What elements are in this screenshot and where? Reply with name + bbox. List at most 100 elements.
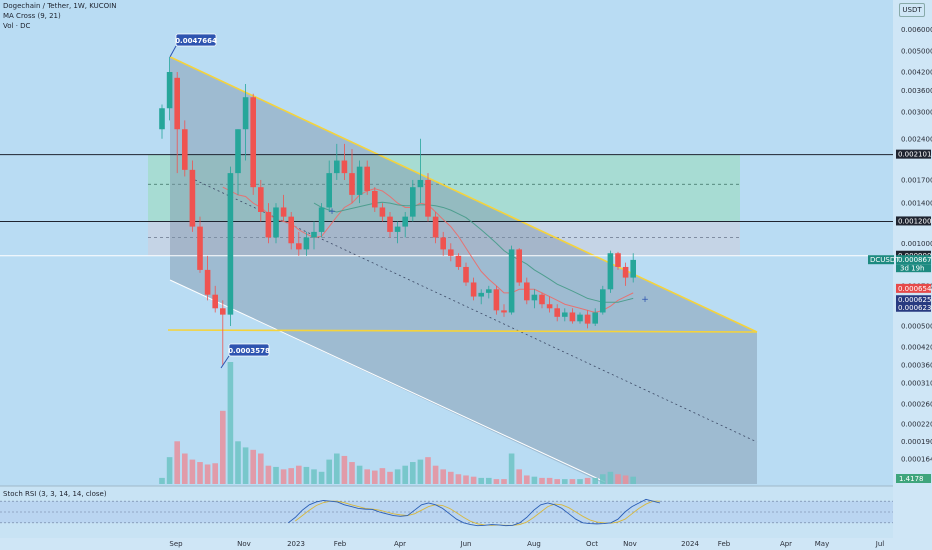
- price-tag: [896, 302, 931, 312]
- price-axis-bg: [893, 0, 932, 550]
- volume-bar: [356, 465, 363, 484]
- candle-body: [577, 314, 583, 322]
- time-tick-label: Sep: [169, 540, 183, 548]
- volume-bar: [402, 465, 408, 484]
- candle-body: [478, 292, 484, 297]
- callout-high-label: 0.0047664: [175, 37, 217, 45]
- legend-ma-cross[interactable]: MA Cross (9, 21): [3, 12, 61, 20]
- volume-bar: [250, 449, 256, 484]
- volume-bar: [630, 476, 636, 484]
- price-tag: [896, 295, 931, 305]
- callout-low-pointer: [220, 355, 230, 369]
- price-tick-label: 0.0004200: [901, 343, 932, 351]
- volume-bar: [470, 476, 477, 484]
- volume-bar: [562, 479, 568, 484]
- time-tick-label: 2023: [287, 540, 305, 548]
- candle-body: [516, 249, 522, 283]
- stoch-layer: 80.0050.0020.000.0083.9980.70: [0, 485, 932, 538]
- volume-bar: [235, 441, 241, 484]
- legend-volume[interactable]: Vol · DC: [3, 22, 31, 30]
- volume-bar: [569, 479, 576, 484]
- volume-bar: [341, 455, 348, 484]
- price-tag: [896, 216, 931, 226]
- price-tag-label: 0.0006545: [898, 285, 932, 293]
- candle-body: [258, 187, 264, 212]
- candle-body: [235, 129, 241, 174]
- candle-body: [379, 207, 386, 217]
- volume-bar: [493, 479, 500, 484]
- volume-bar: [166, 457, 173, 484]
- candle-body: [204, 269, 211, 295]
- price-tick-label: 0.0003600: [901, 362, 932, 370]
- volume-bar: [273, 466, 279, 484]
- legend-title: Dogechain / Tether, 1W, KUCOIN: [3, 2, 117, 10]
- candle-body: [159, 108, 165, 130]
- volume-bar: [455, 474, 462, 484]
- candle-body: [463, 266, 469, 283]
- candle-body: [592, 312, 598, 324]
- candle-body: [341, 160, 348, 174]
- price-tick-label: 0.0001900: [901, 438, 932, 446]
- volume-bar: [531, 476, 538, 484]
- price-tick-label: 0.0060000: [901, 26, 932, 34]
- callout-low-label: 0.0003578: [228, 347, 270, 355]
- candle-body: [364, 166, 370, 191]
- volume-bar: [258, 453, 264, 484]
- candle-body: [600, 289, 606, 313]
- candle-body: [455, 255, 462, 267]
- price-tag-label: 0.0012007: [898, 217, 932, 225]
- callout-high-box: [175, 33, 217, 47]
- candle-body: [562, 312, 568, 317]
- volume-bar: [189, 459, 196, 484]
- candle-body: [501, 310, 507, 313]
- candle-body: [630, 259, 636, 278]
- candle-body: [288, 216, 294, 244]
- candle-body: [508, 249, 515, 313]
- volume-layer: [159, 362, 636, 484]
- volume-bar: [197, 462, 203, 484]
- ma-cross-marker: +: [328, 207, 336, 217]
- volume-bar: [478, 477, 484, 484]
- legend-stoch-rsi[interactable]: Stoch RSI (3, 3, 14, 14, close): [3, 490, 107, 498]
- volume-bar: [394, 469, 401, 484]
- currency-badge[interactable]: USDT: [899, 3, 925, 17]
- price-tag-countdown: [896, 264, 931, 273]
- candle-body: [273, 207, 279, 238]
- volume-bar: [486, 477, 492, 484]
- volume-bar: [318, 471, 325, 484]
- time-axis[interactable]: Sep Nov 2023 Feb Apr Jun Aug Oct Nov 2024 Feb Apr Ma…: [0, 538, 932, 550]
- candle-body: [569, 312, 576, 322]
- volume-bar: [440, 469, 446, 484]
- price-tick-label: 0.0005000: [901, 323, 932, 331]
- candle-body: [212, 294, 218, 309]
- price-axis[interactable]: 0.0060000 0.0050000 0.0042000 0.0036000 0.00…: [868, 0, 932, 550]
- price-tag-label: 0.0006230: [898, 304, 932, 312]
- volume-bar: [349, 462, 355, 484]
- candle-body: [584, 314, 591, 324]
- candle-body: [356, 166, 363, 195]
- candle-body: [440, 237, 446, 250]
- candle-body: [410, 187, 416, 217]
- candle-body: [417, 179, 424, 188]
- stoch-band: [0, 501, 893, 523]
- time-tick-label: Jun: [460, 540, 472, 548]
- price-tag-label: 0.0006257: [898, 296, 932, 304]
- candle-body: [197, 226, 203, 270]
- channel-lower-line: [169, 279, 606, 483]
- volume-bar: [387, 471, 393, 484]
- volume-bar: [584, 477, 591, 484]
- volume-bar: [159, 477, 165, 484]
- channel-midline: [194, 179, 758, 443]
- price-tick-label: 0.0010000: [901, 240, 932, 248]
- price-tick-label: 0.0017000: [901, 176, 932, 184]
- price-tag: [896, 283, 931, 293]
- volume-bar: [227, 362, 234, 484]
- candle-body: [402, 216, 408, 227]
- time-tick-label: Oct: [586, 540, 598, 548]
- support-trendline: [167, 329, 758, 333]
- volume-bar: [501, 479, 507, 484]
- volume-bar: [296, 465, 302, 484]
- price-tick-label: 0.0036000: [901, 87, 932, 95]
- volume-bar: [508, 453, 515, 484]
